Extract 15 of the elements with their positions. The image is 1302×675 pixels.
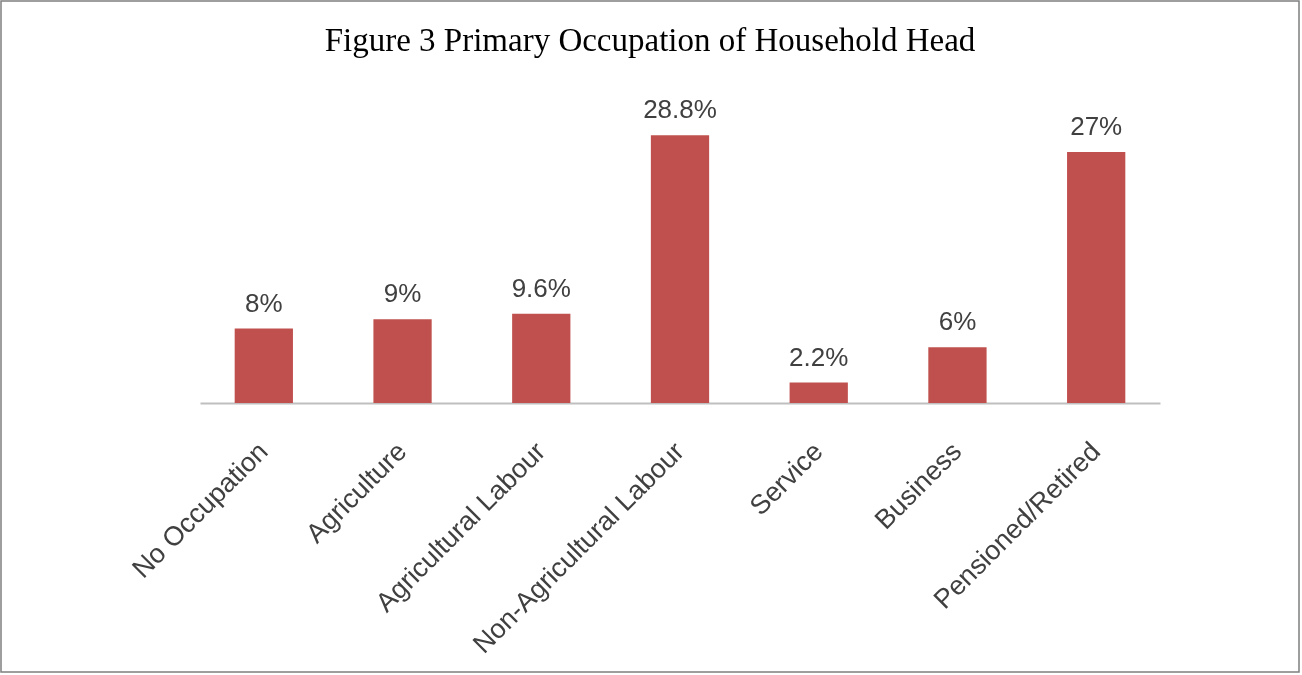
data-label: 28.8% (643, 94, 717, 125)
chart-title: Figure 3 Primary Occupation of Household Head (324, 22, 976, 59)
data-label: 9% (383, 278, 422, 309)
data-label: 27% (1070, 110, 1123, 141)
bar (1067, 151, 1126, 403)
bar (789, 382, 848, 403)
data-label: 9.6% (511, 272, 571, 303)
bar (512, 313, 571, 403)
data-label: 6% (938, 306, 977, 337)
data-label: 8% (245, 287, 283, 318)
data-label: 2.2% (789, 341, 849, 372)
bar (928, 347, 987, 403)
bar (650, 135, 710, 403)
bar (373, 319, 432, 403)
bar (234, 328, 293, 403)
